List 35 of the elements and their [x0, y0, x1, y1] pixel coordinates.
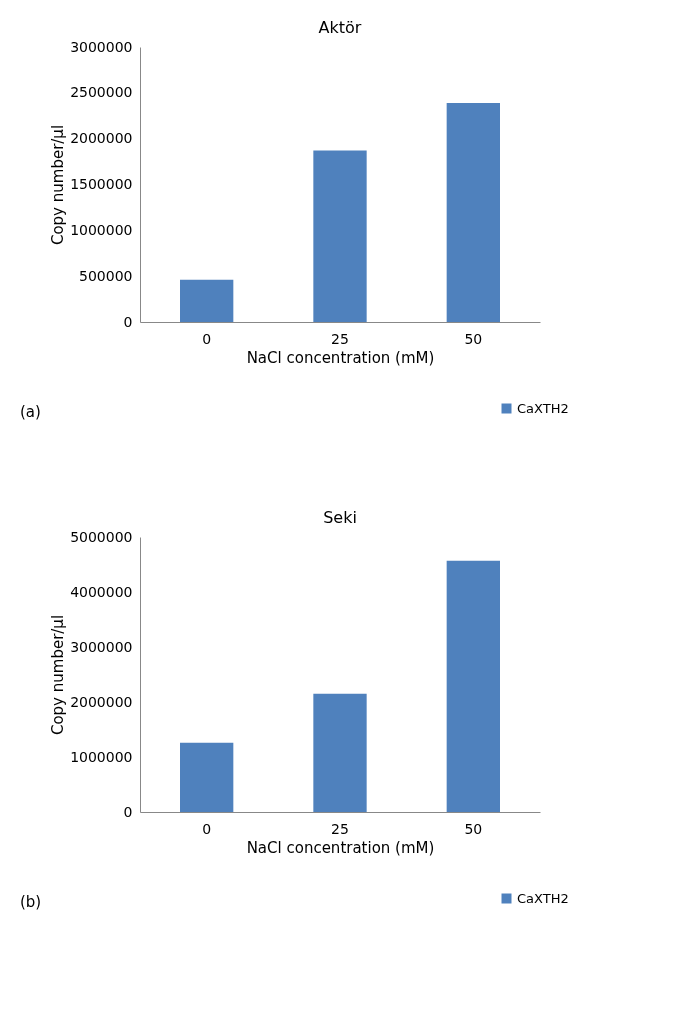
y-tick-label: 500000	[79, 267, 133, 284]
y-tick-label: 1000000	[70, 748, 133, 765]
x-tick-label: 25	[331, 820, 349, 837]
x-axis-title: NaCl concentration (mM)	[246, 348, 435, 367]
bar	[313, 693, 367, 812]
y-axis-title: Copy number/µl	[49, 614, 68, 736]
legend-label: CaXTH2	[517, 890, 569, 906]
bar	[180, 742, 234, 812]
y-axis-title: Copy number/µl	[49, 124, 68, 246]
y-tick-label: 2000000	[70, 693, 133, 710]
bar	[180, 279, 234, 322]
y-tick-label: 0	[123, 803, 133, 820]
y-tick-label: 3000000	[70, 38, 133, 55]
x-tick-label: 0	[202, 820, 212, 837]
y-tick-label: 2500000	[70, 84, 133, 101]
y-tick-label: 1000000	[70, 221, 133, 238]
text: (b)	[20, 893, 42, 911]
bar	[446, 102, 500, 322]
y-tick-label: 0	[123, 313, 133, 330]
x-tick-label: 50	[464, 820, 483, 837]
x-tick-label: 25	[331, 330, 349, 347]
y-tick-label: 5000000	[70, 528, 133, 545]
x-tick-label: 0	[202, 330, 212, 347]
text: (a)	[20, 403, 41, 421]
chart-title: Seki	[323, 508, 357, 527]
bar	[446, 560, 500, 812]
bar	[313, 150, 367, 322]
y-tick-label: 2000000	[70, 130, 133, 147]
y-tick-label: 1500000	[70, 176, 133, 192]
chart-title: Aktör	[318, 18, 362, 37]
x-tick-label: 50	[464, 330, 483, 347]
y-tick-label: 4000000	[70, 583, 133, 600]
x-axis-title: NaCl concentration (mM)	[246, 838, 435, 857]
y-tick-label: 3000000	[70, 638, 133, 655]
legend-label: CaXTH2	[517, 400, 569, 416]
